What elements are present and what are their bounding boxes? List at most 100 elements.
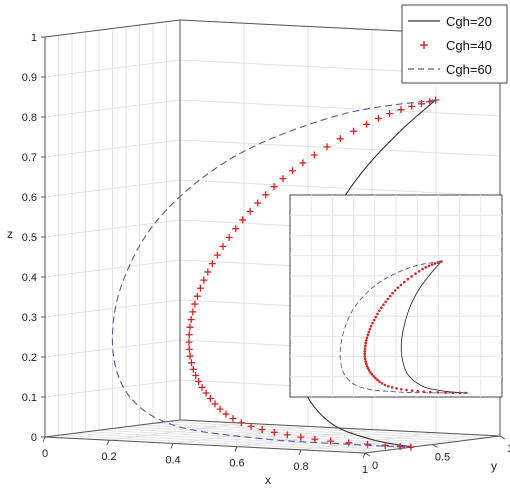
z-tick-label: 0.9: [22, 72, 37, 84]
x-tick-mark: [298, 449, 302, 455]
grid-line: [44, 179, 181, 198]
x-tick-mark: [42, 436, 46, 443]
y-tick-mark: [432, 444, 438, 448]
inset-data-point: [388, 294, 392, 298]
x-tick-label: 0: [42, 448, 48, 460]
inset-series-line: [400, 261, 469, 394]
data-point: [397, 106, 405, 114]
data-point: [213, 251, 221, 259]
legend-label: Cgh=20: [446, 14, 492, 29]
data-point: [185, 331, 193, 339]
data-point: [364, 440, 371, 448]
z-tick-label: 0.2: [22, 352, 37, 364]
z-tick-label: 0.4: [22, 272, 37, 284]
data-point: [195, 378, 203, 386]
legend-entry: Cgh=20: [408, 14, 492, 29]
axis-edge: [44, 436, 366, 454]
data-point: [246, 207, 254, 215]
grid-line: [71, 433, 393, 451]
data-point: [345, 439, 353, 447]
inset-data-point: [400, 387, 403, 391]
inset-data-point: [383, 383, 387, 387]
data-point: [200, 276, 208, 284]
inset-data-point: [366, 366, 370, 370]
grid-line: [44, 139, 181, 158]
inset-data-point: [399, 283, 403, 287]
data-point: [311, 435, 319, 443]
inset-data-point: [416, 389, 420, 393]
data-point: [187, 359, 195, 367]
data-point: [407, 443, 415, 451]
legend-label: Cgh=40: [446, 38, 492, 53]
grid-line: [179, 99, 501, 117]
inset-data-point: [433, 262, 437, 265]
inset-data-point: [378, 309, 381, 313]
inset-data-point: [417, 269, 421, 273]
grid-line: [179, 179, 501, 197]
legend-box: [401, 4, 508, 84]
z-tick-label: 0.1: [22, 392, 37, 404]
axis-edge: [44, 419, 181, 438]
x-tick-label: 0.8: [293, 461, 308, 473]
x-tick-mark: [106, 440, 110, 446]
inset-data-point: [364, 362, 368, 366]
inset-data-point: [427, 264, 431, 268]
data-point: [225, 234, 233, 242]
inset-series: [339, 260, 469, 394]
data-point: [187, 316, 195, 324]
y-tick-mark: [364, 452, 371, 457]
inset-series-line: [339, 260, 469, 394]
data-point: [189, 308, 197, 316]
inset-data-point: [436, 391, 439, 394]
inset-data-point: [364, 341, 368, 345]
z-tick-label: 0.3: [22, 312, 37, 324]
grid-line: [44, 339, 181, 358]
data-point: [297, 433, 305, 441]
data-point: [363, 120, 371, 128]
y-axis-label: y: [491, 459, 497, 473]
data-point: [186, 323, 194, 331]
axis-edge: [44, 19, 181, 38]
inset-data-point: [372, 318, 376, 322]
inset-data-point: [368, 327, 372, 331]
data-point: [386, 110, 394, 118]
data-point: [186, 352, 194, 360]
x-tick-mark: [234, 446, 238, 452]
inset-data-point: [376, 378, 379, 382]
grid-line: [44, 259, 181, 278]
grid-line: [44, 299, 181, 318]
inset-data-point: [367, 369, 371, 372]
inset-series: [400, 261, 469, 394]
inset-data-point: [363, 352, 367, 356]
inset-data-point: [451, 391, 455, 395]
inset-data-point: [396, 286, 400, 289]
data-point: [216, 405, 224, 413]
inset-data-point: [421, 267, 424, 271]
x-axis-label: x: [265, 473, 271, 487]
inset-data-point: [380, 382, 384, 385]
data-point: [408, 102, 416, 110]
data-point: [208, 260, 216, 268]
x-tick-label: 0.2: [101, 451, 116, 463]
z-tick-label: 0.5: [22, 232, 37, 244]
inset-data-point: [371, 321, 374, 325]
inset-data-point: [369, 324, 373, 328]
inset-data-point: [458, 391, 462, 395]
inset-data-point: [363, 355, 367, 358]
data-point: [204, 268, 212, 276]
inset-data-point: [378, 380, 381, 384]
z-axis-label: z: [7, 227, 13, 241]
inset-data-point: [414, 272, 417, 276]
data-point: [239, 216, 247, 224]
x-tick-label: 0.4: [165, 454, 180, 466]
inset-data-point: [374, 376, 377, 380]
inset-data-point: [363, 350, 367, 353]
legend-label: Cgh=60: [446, 62, 492, 77]
data-point: [323, 143, 331, 151]
legend-entry: Cgh=40: [420, 38, 492, 53]
data-point: [336, 135, 344, 143]
data-point: [289, 167, 297, 175]
data-point: [189, 365, 197, 373]
data-point: [193, 292, 201, 300]
